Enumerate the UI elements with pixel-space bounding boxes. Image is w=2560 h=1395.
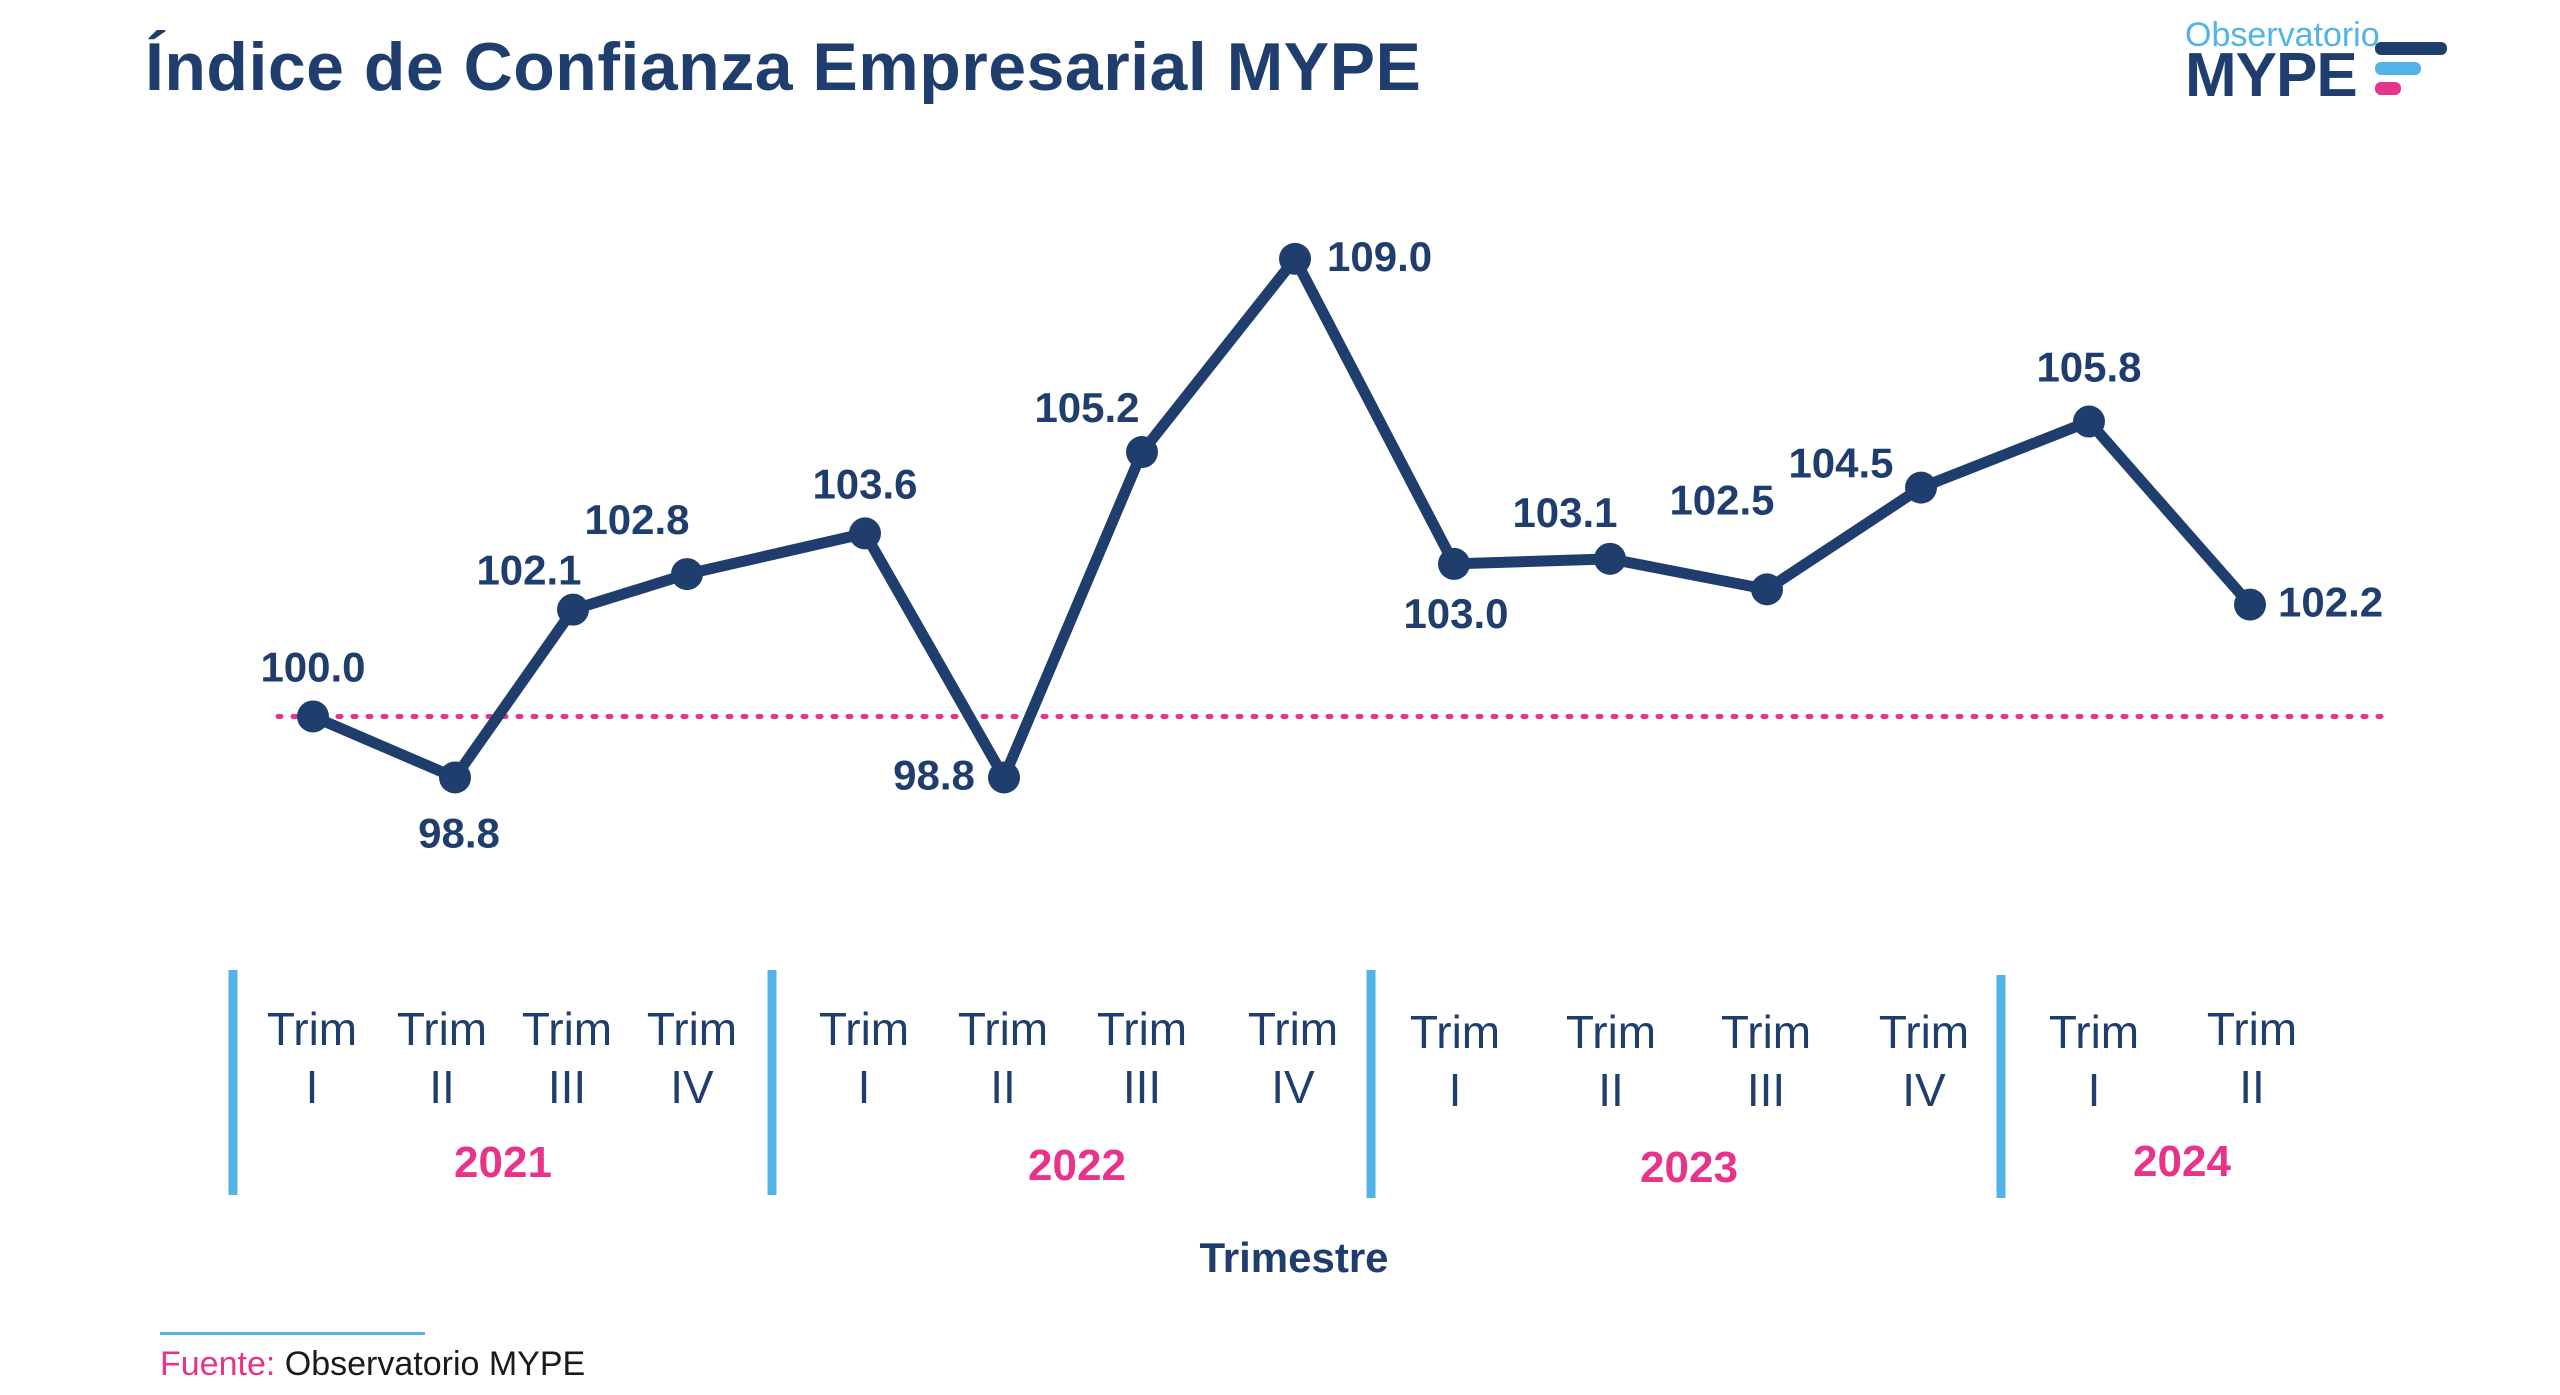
logo-top-text: Observatorio <box>2185 16 2380 54</box>
source-label: Fuente: <box>160 1345 276 1383</box>
x-tick-label-9-roman: I <box>1449 1064 1462 1116</box>
data-point-8 <box>1279 242 1311 275</box>
x-tick-label-13-trim: Trim <box>2049 1006 2139 1058</box>
x-tick-label-1-trim: Trim <box>267 1003 357 1055</box>
data-label-2: 98.8 <box>418 809 500 856</box>
data-point-14 <box>2234 588 2266 621</box>
data-point-12 <box>1905 471 1937 504</box>
data-point-4 <box>671 558 703 591</box>
x-tick-label-12-roman: IV <box>1902 1064 1946 1116</box>
x-axis-title: Trimestre <box>1199 1234 1388 1281</box>
data-label-14: 102.2 <box>2278 579 2383 626</box>
data-point-1 <box>297 700 329 733</box>
x-tick-label-5-trim: Trim <box>819 1003 909 1055</box>
data-label-13: 105.8 <box>2036 344 2141 391</box>
x-tick-label-13-roman: I <box>2088 1064 2101 1116</box>
x-tick-label-12-trim: Trim <box>1879 1006 1969 1058</box>
data-label-9: 103.0 <box>1403 590 1508 637</box>
data-label-3: 102.1 <box>476 547 581 594</box>
data-label-11: 102.5 <box>1669 476 1774 523</box>
x-tick-label-6-trim: Trim <box>958 1003 1048 1055</box>
x-tick-label-8-trim: Trim <box>1248 1003 1338 1055</box>
x-tick-label-5-roman: I <box>858 1061 871 1113</box>
x-tick-label-7-roman: III <box>1123 1061 1161 1113</box>
x-tick-label-14-trim: Trim <box>2207 1003 2297 1055</box>
x-tick-label-2-trim: Trim <box>397 1003 487 1055</box>
data-label-12: 104.5 <box>1788 440 1893 487</box>
series-line <box>307 253 2256 783</box>
x-tick-label-1-roman: I <box>306 1061 319 1113</box>
data-point-10 <box>1594 542 1626 575</box>
year-label-2023: 2023 <box>1640 1143 1738 1192</box>
data-point-3 <box>557 593 589 626</box>
data-label-7: 105.2 <box>1034 384 1139 431</box>
x-tick-label-3-roman: III <box>548 1061 586 1113</box>
x-tick-label-2-roman: II <box>429 1061 455 1113</box>
year-label-2024: 2024 <box>2133 1137 2231 1186</box>
x-tick-label-10-roman: II <box>1598 1064 1624 1116</box>
data-point-9 <box>1438 547 1470 580</box>
x-tick-label-3-trim: Trim <box>522 1003 612 1055</box>
year-label-2022: 2022 <box>1028 1141 1126 1190</box>
x-tick-label-6-roman: II <box>990 1061 1016 1113</box>
data-label-6: 98.8 <box>893 751 975 798</box>
source-divider <box>160 1332 425 1335</box>
data-point-13 <box>2073 405 2105 438</box>
year-label-2021: 2021 <box>454 1138 552 1187</box>
logo-bar-pink <box>2375 82 2401 95</box>
x-tick-label-9-trim: Trim <box>1410 1006 1500 1058</box>
data-label-10: 103.1 <box>1512 489 1617 536</box>
data-point-6 <box>988 761 1020 794</box>
source-note: Fuente: Observatorio MYPE <box>160 1345 585 1384</box>
data-label-8: 109.0 <box>1327 233 1432 280</box>
x-tick-label-14-roman: II <box>2239 1061 2265 1113</box>
data-point-11 <box>1751 573 1783 606</box>
data-label-5: 103.6 <box>812 460 917 507</box>
x-tick-label-8-roman: IV <box>1271 1061 1315 1113</box>
x-tick-label-7-trim: Trim <box>1097 1003 1187 1055</box>
x-tick-label-4-roman: IV <box>670 1061 714 1113</box>
x-tick-label-4-trim: Trim <box>647 1003 737 1055</box>
observatorio-mype-logo: Observatorio MYPE <box>2185 12 2455 110</box>
data-label-1: 100.0 <box>260 643 365 690</box>
data-label-4: 102.8 <box>584 496 689 543</box>
logo-main-text: MYPE <box>2185 41 2358 110</box>
chart-title: Índice de Confianza Empresarial MYPE <box>145 29 1422 105</box>
logo-bar-navy <box>2375 42 2447 55</box>
x-tick-label-10-trim: Trim <box>1566 1006 1656 1058</box>
data-point-2 <box>439 761 471 794</box>
source-value: Observatorio MYPE <box>284 1345 586 1383</box>
logo-bar-blue <box>2375 62 2421 75</box>
data-point-7 <box>1126 436 1158 469</box>
x-tick-label-11-trim: Trim <box>1721 1006 1811 1058</box>
x-tick-label-11-roman: III <box>1747 1064 1785 1116</box>
data-point-5 <box>849 517 881 550</box>
